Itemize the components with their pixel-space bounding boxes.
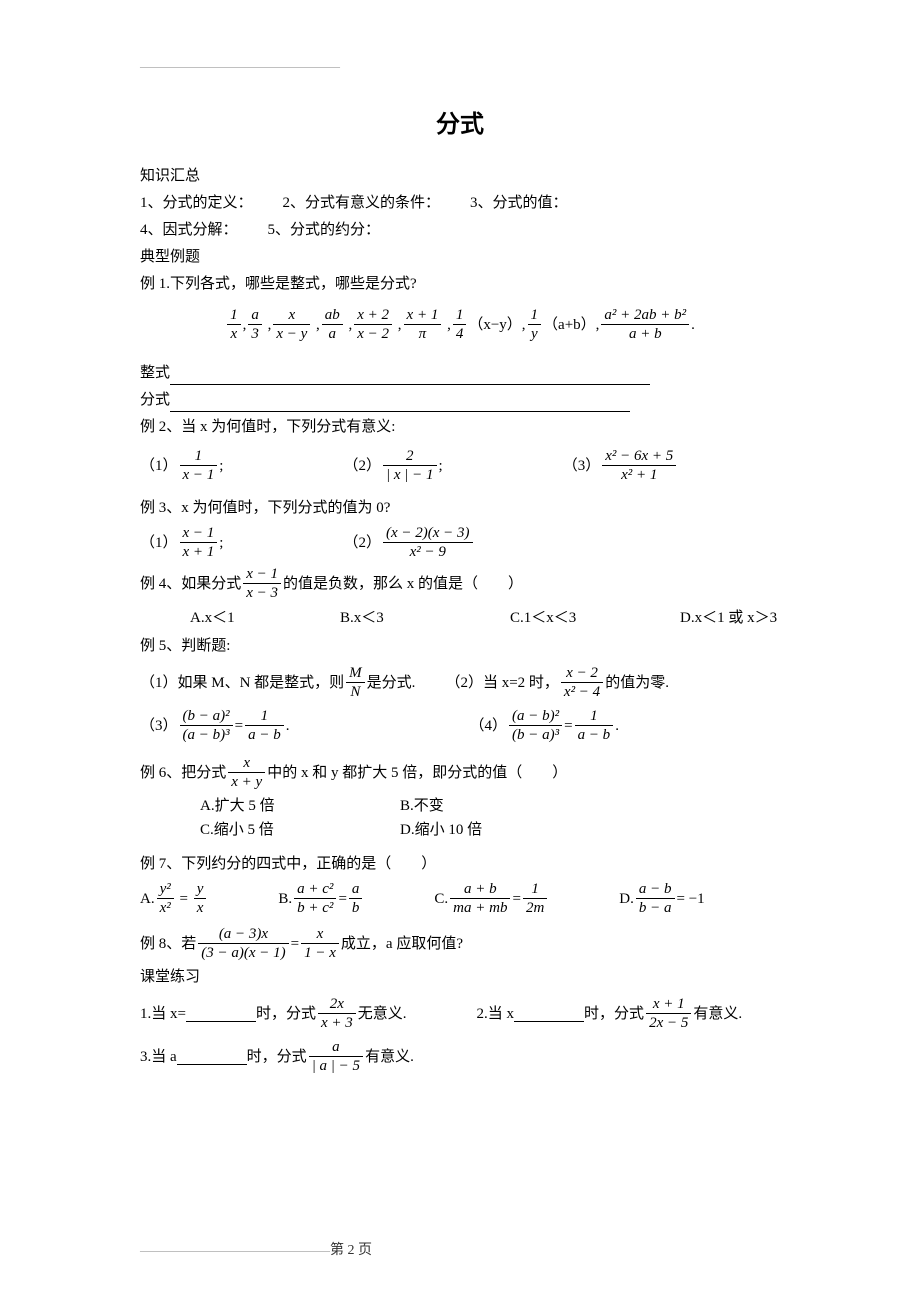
ex1: 例 1.下列各式，哪些是整式，哪些是分式? <box>140 272 780 296</box>
section-practice: 课堂练习 <box>140 965 780 989</box>
top-dash: ———————————————————— <box>140 60 780 76</box>
practice-row2: 3.当 a 时，分式 a| a | − 5 有意义. <box>140 1038 780 1075</box>
ex8: 例 8、若 (a − 3)x(3 − a)(x − 1) = x1 − x 成立… <box>140 925 780 962</box>
doc-title: 分式 <box>140 106 780 144</box>
k5: 5、分式的约分： <box>268 218 381 242</box>
ex7-options: A. y²x² = yx B. a + c²b + c² = ab C. a +… <box>140 880 780 917</box>
k2: 2、分式有意义的条件： <box>283 191 441 215</box>
ex4-options: A.x＜1 B.x＜3 C.1＜x＜3 D.x＜1 或 x＞3 <box>190 606 780 630</box>
p2-blank[interactable] <box>514 1006 584 1022</box>
ex5-row2: （3） (b − a)²(a − b)³ = 1a − b . （4） (a −… <box>140 707 780 744</box>
ex1-expressions: 1x, a3 , xx − y , aba , x + 2x − 2 , x +… <box>140 306 780 343</box>
frac-blank[interactable] <box>170 394 630 412</box>
int-line: 整式 <box>140 361 780 385</box>
section-knowledge: 知识汇总 <box>140 164 780 188</box>
ex2-items: （1） 1x − 1 ; （2） 2| x | − 1 ; （3） x² − 6… <box>140 447 780 484</box>
section-examples: 典型例题 <box>140 245 780 269</box>
ex7: 例 7、下列约分的四式中，正确的是（ ） <box>140 852 780 876</box>
ex5-row1: （1）如果 M、N 都是整式，则 MN 是分式. （2）当 x=2 时， x −… <box>140 664 780 701</box>
knowledge-row1: 1、分式的定义： 2、分式有意义的条件： 3、分式的值： <box>140 191 780 215</box>
k4: 4、因式分解： <box>140 218 238 242</box>
practice-row1: 1.当 x= 时，分式 2xx + 3 无意义. 2.当 x 时，分式 x + … <box>140 995 780 1032</box>
ex4: 例 4、如果分式 x − 1x − 3 的值是负数，那么 x 的值是（ ） <box>140 565 780 602</box>
ex2: 例 2、当 x 为何值时，下列分式有意义: <box>140 415 780 439</box>
ex6-options: A.扩大 5 倍B.不变 C.缩小 5 倍D.缩小 10 倍 <box>200 794 780 842</box>
int-blank[interactable] <box>170 367 650 385</box>
frac-line: 分式 <box>140 388 780 412</box>
p3-blank[interactable] <box>177 1049 247 1065</box>
ex3: 例 3、x 为何值时，下列分式的值为 0? <box>140 496 780 520</box>
p1-blank[interactable] <box>186 1006 256 1022</box>
k3: 3、分式的值： <box>470 191 568 215</box>
ex5: 例 5、判断题: <box>140 634 780 658</box>
ex3-items: （1） x − 1x + 1 ; （2） (x − 2)(x − 3)x² − … <box>140 524 780 561</box>
ex6: 例 6、把分式 xx + y 中的 x 和 y 都扩大 5 倍，即分式的值（ ） <box>140 754 780 791</box>
page-footer: ———————————————————第 2 页 <box>140 1240 780 1262</box>
knowledge-row2: 4、因式分解： 5、分式的约分： <box>140 218 780 242</box>
k1: 1、分式的定义： <box>140 191 253 215</box>
